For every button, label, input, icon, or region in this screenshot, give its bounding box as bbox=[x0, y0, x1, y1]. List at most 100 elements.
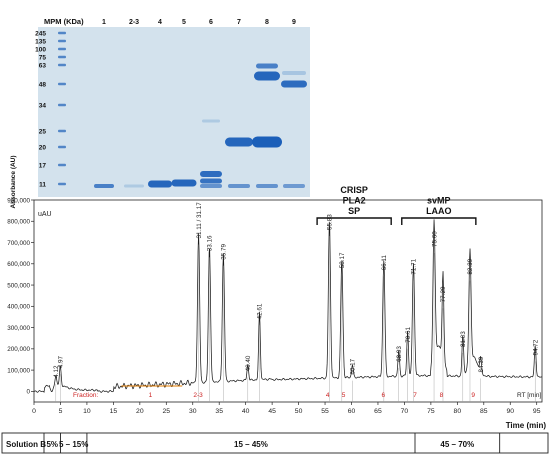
gel-mw-label: 25 bbox=[39, 129, 47, 136]
peak-label: 77.29 bbox=[440, 286, 447, 302]
marker-band bbox=[58, 163, 66, 167]
gel-band bbox=[171, 179, 197, 187]
y-axis-title: Absorbance (AU) bbox=[10, 155, 17, 208]
x-tick-label: 55 bbox=[321, 408, 329, 415]
y-tick-label: 800,000 bbox=[7, 219, 30, 226]
x-tick-label: 20 bbox=[136, 408, 144, 415]
fraction-number: 1 bbox=[149, 392, 153, 399]
marker-band bbox=[58, 63, 66, 67]
gel-band bbox=[281, 80, 307, 88]
marker-band bbox=[58, 182, 66, 186]
gel-band bbox=[225, 137, 253, 147]
fraction-number: 6 bbox=[381, 392, 385, 399]
peak-label: 55.83 bbox=[327, 214, 334, 230]
peak-label: 42.61 bbox=[257, 303, 264, 319]
protein-group-label: CRISP bbox=[340, 185, 368, 195]
gel-band bbox=[94, 184, 114, 188]
y-tick-label: 500,000 bbox=[7, 282, 30, 289]
x-tick-label: 15 bbox=[110, 408, 118, 415]
x-tick-label: 35 bbox=[215, 408, 223, 415]
gel-band bbox=[256, 184, 278, 188]
gel-lane-label: 4 bbox=[158, 19, 162, 26]
y-tick-label: 100,000 bbox=[7, 367, 30, 374]
peak-label: 40.40 bbox=[245, 355, 252, 371]
gradient-table: Solution B 5% 5 – 15% 15 – 45% 45 – 70% bbox=[1, 432, 549, 454]
gradient-row-label: Solution B bbox=[6, 440, 46, 449]
protein-group-label: PLA2 bbox=[343, 196, 366, 206]
fraction-label: Fraction: bbox=[73, 392, 98, 399]
gel-band bbox=[200, 184, 222, 188]
y-tick-label: 600,000 bbox=[7, 261, 30, 268]
gel-lane-label: 6 bbox=[209, 19, 213, 26]
marker-band bbox=[58, 129, 66, 133]
peak-label: 82.39 bbox=[467, 258, 474, 274]
peak-label: 33.16 bbox=[207, 235, 214, 251]
x-tick-label: 60 bbox=[348, 408, 356, 415]
gel-lane-label: 1 bbox=[102, 19, 106, 26]
gel-mw-label: 20 bbox=[39, 145, 47, 152]
gel-lane-label: 5 bbox=[182, 19, 186, 26]
gel-band bbox=[252, 136, 282, 148]
gel-lane-label: 2-3 bbox=[129, 19, 139, 26]
x-tick-label: 45 bbox=[268, 408, 276, 415]
x-tick-label: 90 bbox=[506, 408, 514, 415]
y-tick-label: 300,000 bbox=[7, 325, 30, 332]
peak-label: 71.71 bbox=[411, 258, 418, 274]
x-tick-label: 5 bbox=[59, 408, 63, 415]
peak-label: 4.12 bbox=[53, 365, 60, 378]
gel-mw-label: 48 bbox=[39, 82, 47, 89]
y-tick-label: 700,000 bbox=[7, 240, 30, 247]
gel-mpm-header: MPM (KDa) bbox=[44, 17, 84, 26]
peak-label: 66.11 bbox=[381, 255, 388, 271]
gel-background bbox=[38, 27, 310, 197]
gel-lane-label: 7 bbox=[237, 19, 241, 26]
protein-group-label: svMP bbox=[427, 196, 451, 206]
protein-group-label: LAAO bbox=[426, 206, 452, 216]
gel-lane-label: 8 bbox=[265, 19, 269, 26]
gel-band bbox=[148, 180, 172, 188]
y-tick-label: 0 bbox=[26, 389, 30, 396]
y-tick-label: 900,000 bbox=[7, 197, 30, 204]
plot-frame bbox=[33, 199, 543, 403]
x-tick-label: 0 bbox=[32, 408, 36, 415]
gradient-segment-label: 45 – 70% bbox=[440, 440, 474, 449]
x-tick-label: 95 bbox=[533, 408, 541, 415]
x-tick-label: 30 bbox=[189, 408, 197, 415]
gel-band bbox=[256, 63, 278, 69]
gel-mw-label: 135 bbox=[35, 39, 46, 46]
gel-band bbox=[254, 71, 280, 81]
peak-label: 68.93 bbox=[396, 346, 403, 362]
x-tick-label: 25 bbox=[163, 408, 171, 415]
fraction-number: 7 bbox=[413, 392, 417, 399]
fraction-number: 5 bbox=[342, 392, 346, 399]
fraction-number: 4 bbox=[326, 392, 330, 399]
peak-label: 84.39 bbox=[478, 356, 485, 372]
x-tick-label: 10 bbox=[83, 408, 91, 415]
gel-mw-label: 34 bbox=[39, 103, 47, 110]
gel-band bbox=[200, 171, 222, 177]
peak-label: 4.97 bbox=[57, 355, 64, 368]
gel-band bbox=[282, 71, 306, 75]
x-tick-label: 50 bbox=[295, 408, 303, 415]
y-tick-label: 200,000 bbox=[7, 346, 30, 353]
peak-label: 81.03 bbox=[460, 331, 467, 347]
x-tick-label: 65 bbox=[374, 408, 382, 415]
marker-band bbox=[58, 145, 66, 149]
marker-band bbox=[58, 47, 66, 51]
marker-band bbox=[58, 103, 66, 107]
x-tick-label: 75 bbox=[427, 408, 435, 415]
gradient-segment-label: 15 – 45% bbox=[234, 440, 268, 449]
x-tick-label: 40 bbox=[242, 408, 250, 415]
x-tick-label: 70 bbox=[401, 408, 409, 415]
gel-mw-label: 245 bbox=[35, 31, 46, 38]
peak-label: 58.17 bbox=[339, 252, 346, 268]
peak-label: 31.11 / 31.17 bbox=[196, 202, 203, 239]
protein-group-bracket bbox=[401, 217, 477, 225]
gel-mw-label: 11 bbox=[39, 182, 46, 189]
y-unit-label: uAU bbox=[38, 211, 52, 218]
marker-band bbox=[58, 39, 66, 43]
peak-label: 60.17 bbox=[350, 358, 357, 374]
gel-mw-label: 17 bbox=[39, 163, 47, 170]
y-tick-label: 400,000 bbox=[7, 304, 30, 311]
